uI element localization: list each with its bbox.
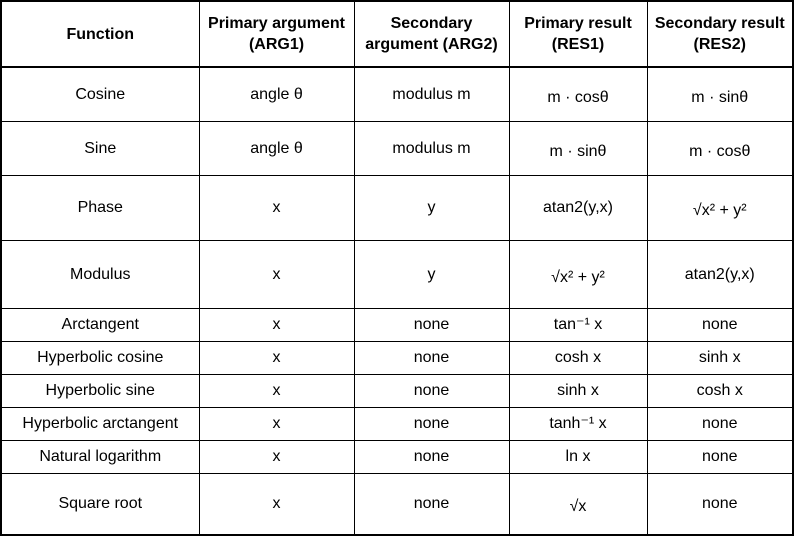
table-row: Hyperbolic cosine x none cosh x sinh x (0, 340, 794, 375)
cell-arg2: none (353, 439, 510, 474)
cell-function: Hyperbolic arctangent (0, 406, 200, 441)
formula: √x² + y² (551, 268, 605, 286)
cell-res1: ln x (508, 439, 648, 474)
cell-arg1: x (198, 340, 355, 375)
cell-res1: cosh x (508, 340, 648, 375)
cell-function: Sine (0, 120, 200, 176)
cell-arg2: none (353, 340, 510, 375)
header-arg2: Secondary argument (ARG2) (353, 0, 510, 68)
cell-arg2: modulus m (353, 120, 510, 176)
cell-res2: none (646, 406, 794, 441)
cell-res1: atan2(y,x) (508, 174, 648, 241)
cell-arg1: x (198, 472, 355, 536)
cell-function: Hyperbolic sine (0, 373, 200, 408)
header-res2: Secondary result (RES2) (646, 0, 794, 68)
cell-arg1: x (198, 439, 355, 474)
cell-res1: tan⁻¹ x (508, 307, 648, 342)
cell-res2: none (646, 439, 794, 474)
cell-arg1: x (198, 239, 355, 309)
formula: m · sinθ (549, 142, 607, 160)
cell-arg1: x (198, 406, 355, 441)
formula: m · cosθ (689, 142, 751, 160)
table-row: Sine angle θ modulus m m · sinθ m · cosθ (0, 120, 794, 176)
formula: √x (569, 498, 587, 516)
cell-function: Cosine (0, 66, 200, 122)
cell-res2: cosh x (646, 373, 794, 408)
table-row: Hyperbolic sine x none sinh x cosh x (0, 373, 794, 408)
header-row: Function Primary argument (ARG1) Seconda… (0, 0, 794, 68)
cell-arg2: modulus m (353, 66, 510, 122)
cell-res1: √x (508, 472, 648, 536)
cell-res1: tanh⁻¹ x (508, 406, 648, 441)
cell-arg2: none (353, 373, 510, 408)
cell-function: Square root (0, 472, 200, 536)
cell-res2: none (646, 307, 794, 342)
cell-arg2: none (353, 472, 510, 536)
cell-arg1: x (198, 307, 355, 342)
cell-function: Phase (0, 174, 200, 241)
cell-res2: √x² + y² (646, 174, 794, 241)
table-row: Hyperbolic arctangent x none tanh⁻¹ x no… (0, 406, 794, 441)
cell-function: Arctangent (0, 307, 200, 342)
cell-res1: m · cosθ (508, 66, 648, 122)
table-row: Phase x y atan2(y,x) √x² + y² (0, 174, 794, 241)
cell-function: Hyperbolic cosine (0, 340, 200, 375)
cell-res2: sinh x (646, 340, 794, 375)
cell-function: Modulus (0, 239, 200, 309)
cell-res1: sinh x (508, 373, 648, 408)
cell-arg1: x (198, 174, 355, 241)
cell-arg1: x (198, 373, 355, 408)
cell-arg2: none (353, 307, 510, 342)
cell-arg1: angle θ (198, 120, 355, 176)
cell-arg2: y (353, 174, 510, 241)
table-row: Modulus x y √x² + y² atan2(y,x) (0, 239, 794, 309)
cell-res1: √x² + y² (508, 239, 648, 309)
cell-function: Natural logarithm (0, 439, 200, 474)
cell-res2: m · sinθ (646, 66, 794, 122)
table-row: Square root x none √x none (0, 472, 794, 536)
table-row: Cosine angle θ modulus m m · cosθ m · si… (0, 66, 794, 122)
formula: m · sinθ (691, 88, 749, 106)
cell-res2: none (646, 472, 794, 536)
cell-res2: atan2(y,x) (646, 239, 794, 309)
table-row: Arctangent x none tan⁻¹ x none (0, 307, 794, 342)
formula: m · cosθ (547, 88, 609, 106)
cell-arg2: none (353, 406, 510, 441)
header-res1: Primary result (RES1) (508, 0, 648, 68)
header-arg1: Primary argument (ARG1) (198, 0, 355, 68)
cell-res1: m · sinθ (508, 120, 648, 176)
formula: √x² + y² (692, 202, 747, 219)
cell-arg2: y (353, 239, 510, 309)
cell-arg1: angle θ (198, 66, 355, 122)
table-row: Natural logarithm x none ln x none (0, 439, 794, 474)
header-function: Function (0, 0, 200, 68)
cell-res2: m · cosθ (646, 120, 794, 176)
